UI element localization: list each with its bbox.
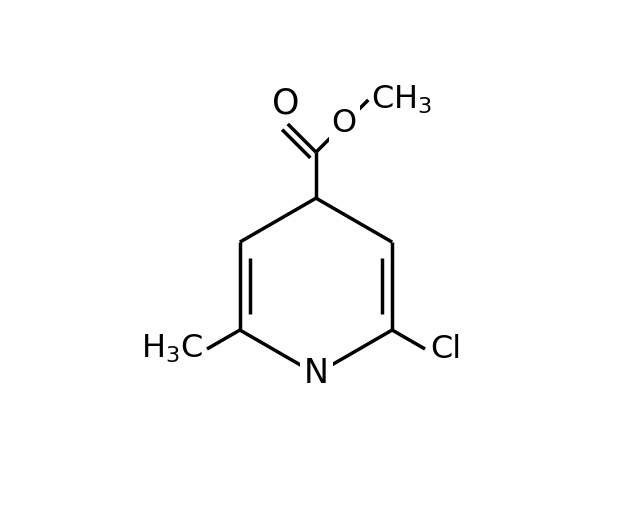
Text: N: N [303,358,328,390]
Text: O: O [332,108,357,140]
Text: $\mathregular{CH_3}$: $\mathregular{CH_3}$ [371,84,433,116]
Text: $\mathregular{H_3C}$: $\mathregular{H_3C}$ [141,333,203,365]
Text: Cl: Cl [430,334,461,364]
Text: O: O [272,87,300,121]
